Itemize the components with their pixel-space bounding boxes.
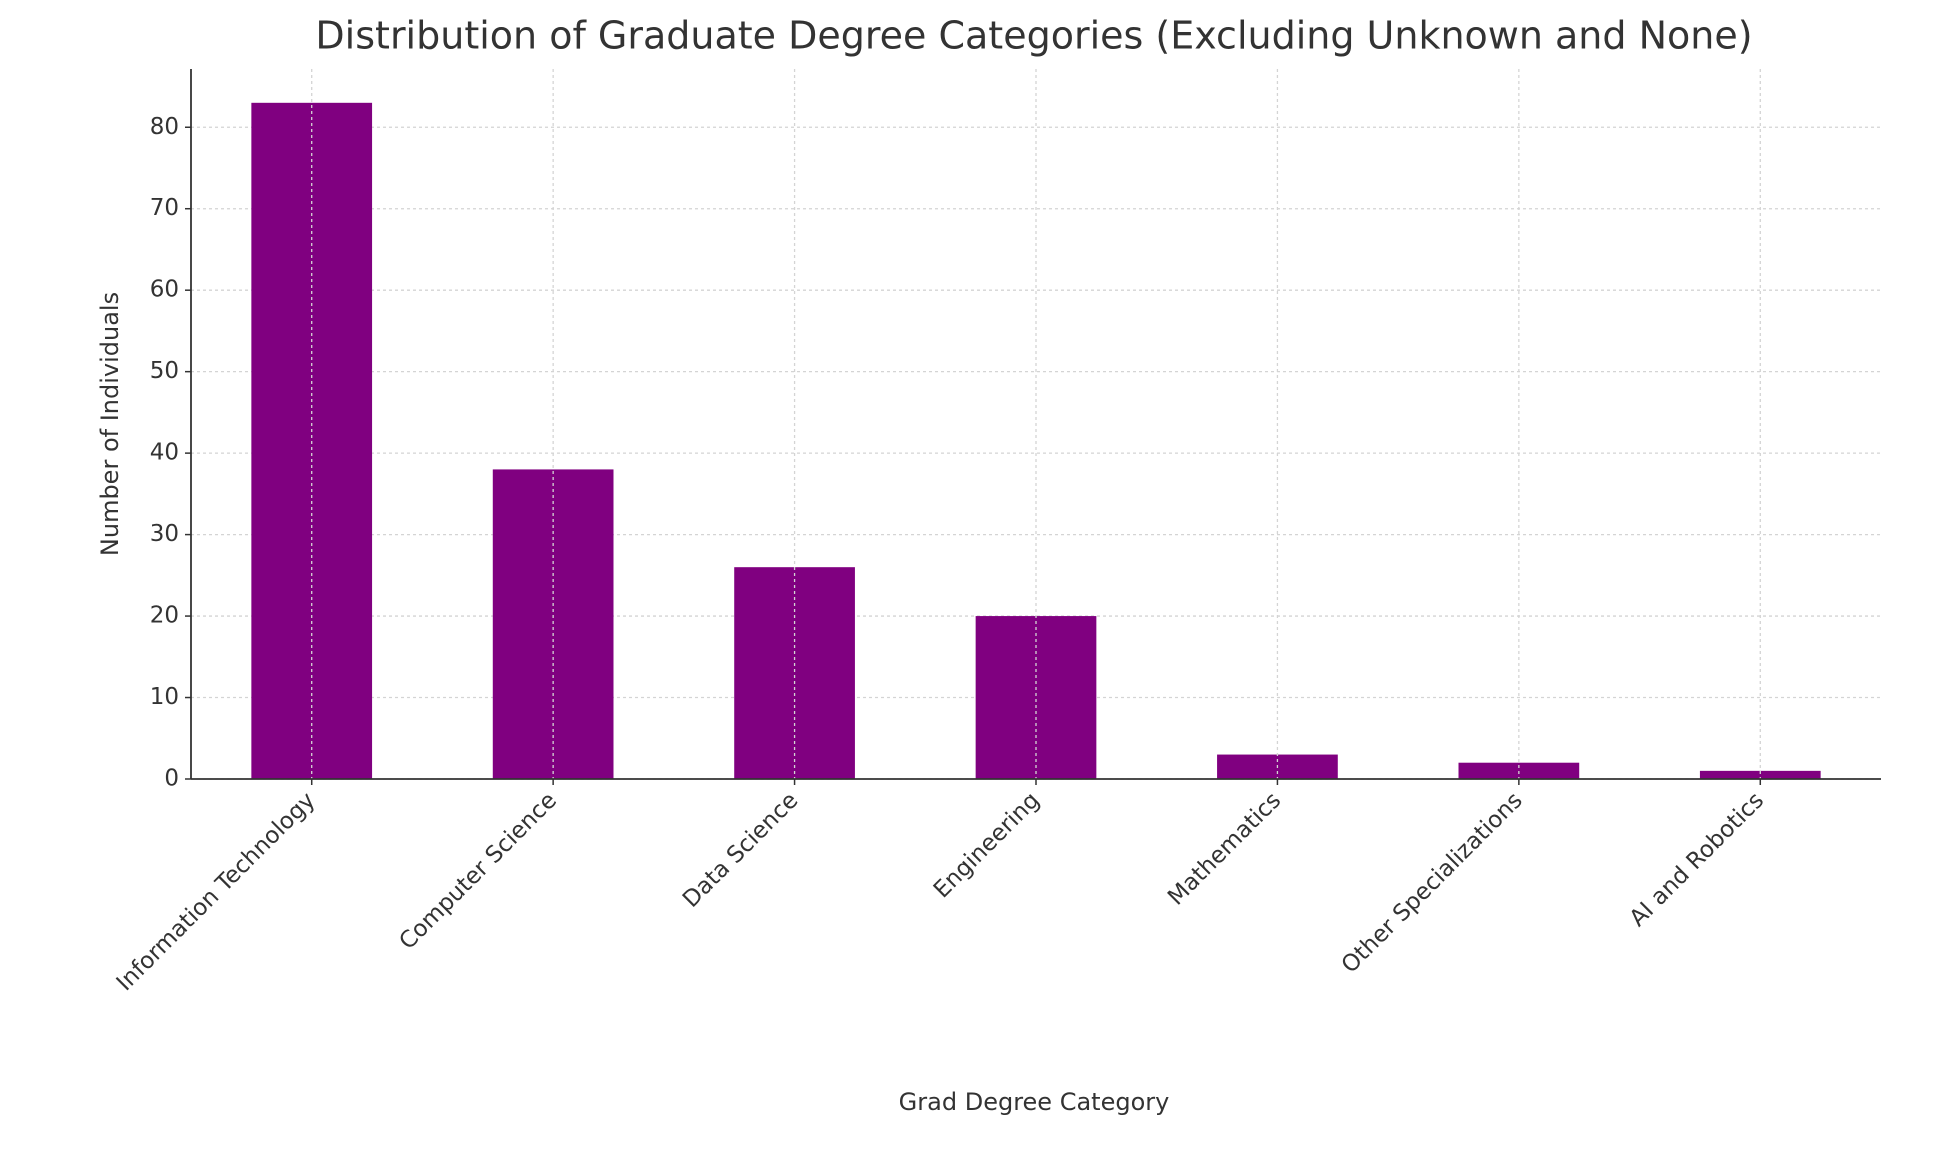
x-tick-label: Other Specializations [1337,787,1528,978]
x-tick-label: Data Science [678,787,803,912]
x-tick-label: Mathematics [1163,787,1286,910]
x-tick-label: Engineering [929,787,1045,903]
y-tick-label: 60 [150,277,179,303]
bar [1458,762,1580,779]
x-tick-label: Computer Science [395,787,562,954]
y-tick-label: 40 [150,440,179,466]
x-tick-label: AI and Robotics [1625,787,1769,931]
x-tick-label: Information Technology [112,787,321,996]
y-tick-label: 70 [150,195,179,221]
y-tick-label: 0 [164,766,179,792]
x-axis-label: Grad Degree Category [899,1088,1170,1116]
bar [975,616,1097,779]
y-tick-label: 30 [150,521,179,547]
y-tick-label: 80 [150,114,179,140]
y-tick-label: 50 [150,358,179,384]
y-axis-label: Number of Individuals [96,292,124,556]
y-tick-label: 10 [150,684,179,710]
bar [1699,770,1821,779]
y-tick-label: 20 [150,603,179,629]
chart-title: Distribution of Graduate Degree Categori… [315,14,1752,58]
